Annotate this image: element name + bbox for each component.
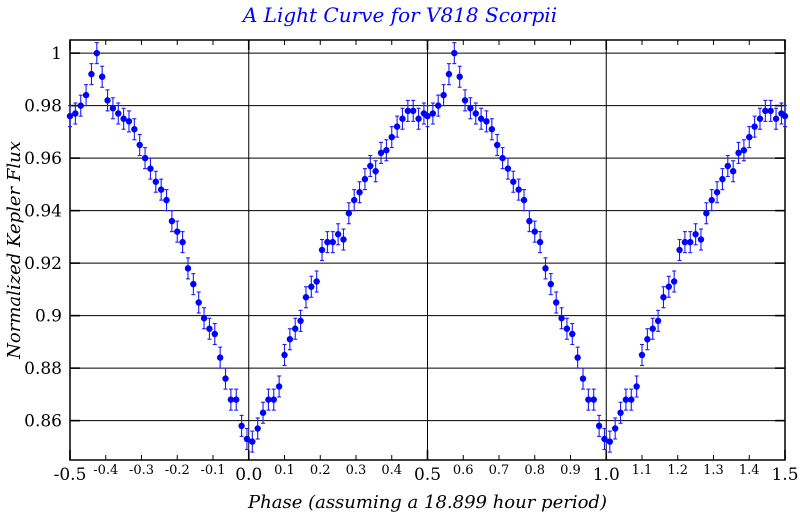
svg-text:0.3: 0.3: [346, 463, 367, 478]
svg-text:0.98: 0.98: [24, 97, 62, 117]
svg-text:0.9: 0.9: [560, 463, 581, 478]
svg-text:0.2: 0.2: [310, 463, 331, 478]
svg-text:0.92: 0.92: [24, 254, 62, 274]
svg-text:-0.1: -0.1: [200, 463, 225, 478]
svg-text:0.7: 0.7: [489, 463, 510, 478]
svg-text:0.88: 0.88: [24, 359, 62, 379]
svg-text:-0.4: -0.4: [93, 463, 118, 478]
svg-text:-0.5: -0.5: [54, 465, 87, 485]
svg-text:1: 1: [51, 44, 62, 64]
svg-text:1.5: 1.5: [771, 465, 798, 485]
svg-text:-0.3: -0.3: [129, 463, 154, 478]
y-axis-label: Normalized Kepler Flux: [4, 141, 25, 360]
svg-text:1.0: 1.0: [593, 465, 620, 485]
chart-title: A Light Curve for V818 Scorpii: [241, 3, 557, 27]
x-axis-label: Phase (assuming a 18.899 hour period): [247, 492, 607, 513]
svg-text:0.94: 0.94: [24, 202, 62, 222]
svg-text:0.0: 0.0: [235, 465, 262, 485]
svg-text:0.8: 0.8: [524, 463, 545, 478]
svg-text:0.1: 0.1: [274, 463, 295, 478]
svg-text:-0.2: -0.2: [165, 463, 190, 478]
svg-text:1.4: 1.4: [739, 463, 760, 478]
svg-text:0.6: 0.6: [453, 463, 474, 478]
svg-text:0.9: 0.9: [35, 307, 62, 327]
svg-text:1.2: 1.2: [667, 463, 688, 478]
svg-text:1.1: 1.1: [632, 463, 653, 478]
svg-text:0.5: 0.5: [414, 465, 441, 485]
svg-text:0.86: 0.86: [24, 412, 62, 432]
svg-text:1.3: 1.3: [703, 463, 724, 478]
svg-text:0.4: 0.4: [381, 463, 402, 478]
svg-text:0.96: 0.96: [24, 149, 62, 169]
chart-svg: -0.5 0.0 0.5 1.0 1.5 -0.4 -0.3 -0.2 -0.1 0.1 0.2 0.…: [0, 0, 800, 520]
light-curve-chart: -0.5 0.0 0.5 1.0 1.5 -0.4 -0.3 -0.2 -0.1 0.1 0.2 0.…: [0, 0, 800, 520]
